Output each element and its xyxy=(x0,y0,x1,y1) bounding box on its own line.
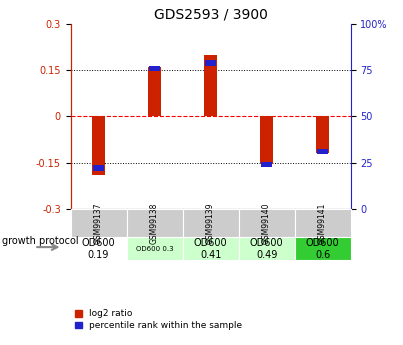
Text: GSM99139: GSM99139 xyxy=(206,202,215,244)
Bar xyxy=(93,165,104,171)
Bar xyxy=(317,149,328,154)
Bar xyxy=(260,117,273,164)
Bar xyxy=(71,237,127,260)
Text: GSM99141: GSM99141 xyxy=(318,202,327,244)
Bar xyxy=(127,209,183,237)
Bar xyxy=(183,209,239,237)
Text: OD600 0.3: OD600 0.3 xyxy=(136,246,173,252)
Title: GDS2593 / 3900: GDS2593 / 3900 xyxy=(154,8,268,22)
Bar xyxy=(295,237,351,260)
Text: GSM99138: GSM99138 xyxy=(150,202,159,244)
Text: OD600
0.19: OD600 0.19 xyxy=(82,238,115,260)
Bar xyxy=(149,66,160,71)
Bar xyxy=(295,209,351,237)
Legend: log2 ratio, percentile rank within the sample: log2 ratio, percentile rank within the s… xyxy=(75,309,243,330)
Bar xyxy=(127,237,183,260)
Text: GSM99137: GSM99137 xyxy=(94,202,103,244)
Bar xyxy=(71,209,127,237)
Bar xyxy=(148,67,161,117)
Bar xyxy=(316,117,329,153)
Text: GSM99140: GSM99140 xyxy=(262,202,271,244)
Text: OD600
0.6: OD600 0.6 xyxy=(306,238,339,260)
Bar xyxy=(204,55,217,117)
Bar xyxy=(92,117,105,175)
Bar xyxy=(261,162,272,167)
Bar xyxy=(239,237,295,260)
Text: OD600
0.49: OD600 0.49 xyxy=(250,238,283,260)
Bar xyxy=(205,60,216,66)
Text: OD600
0.41: OD600 0.41 xyxy=(194,238,227,260)
Bar xyxy=(239,209,295,237)
Text: growth protocol: growth protocol xyxy=(2,237,79,246)
Bar xyxy=(183,237,239,260)
